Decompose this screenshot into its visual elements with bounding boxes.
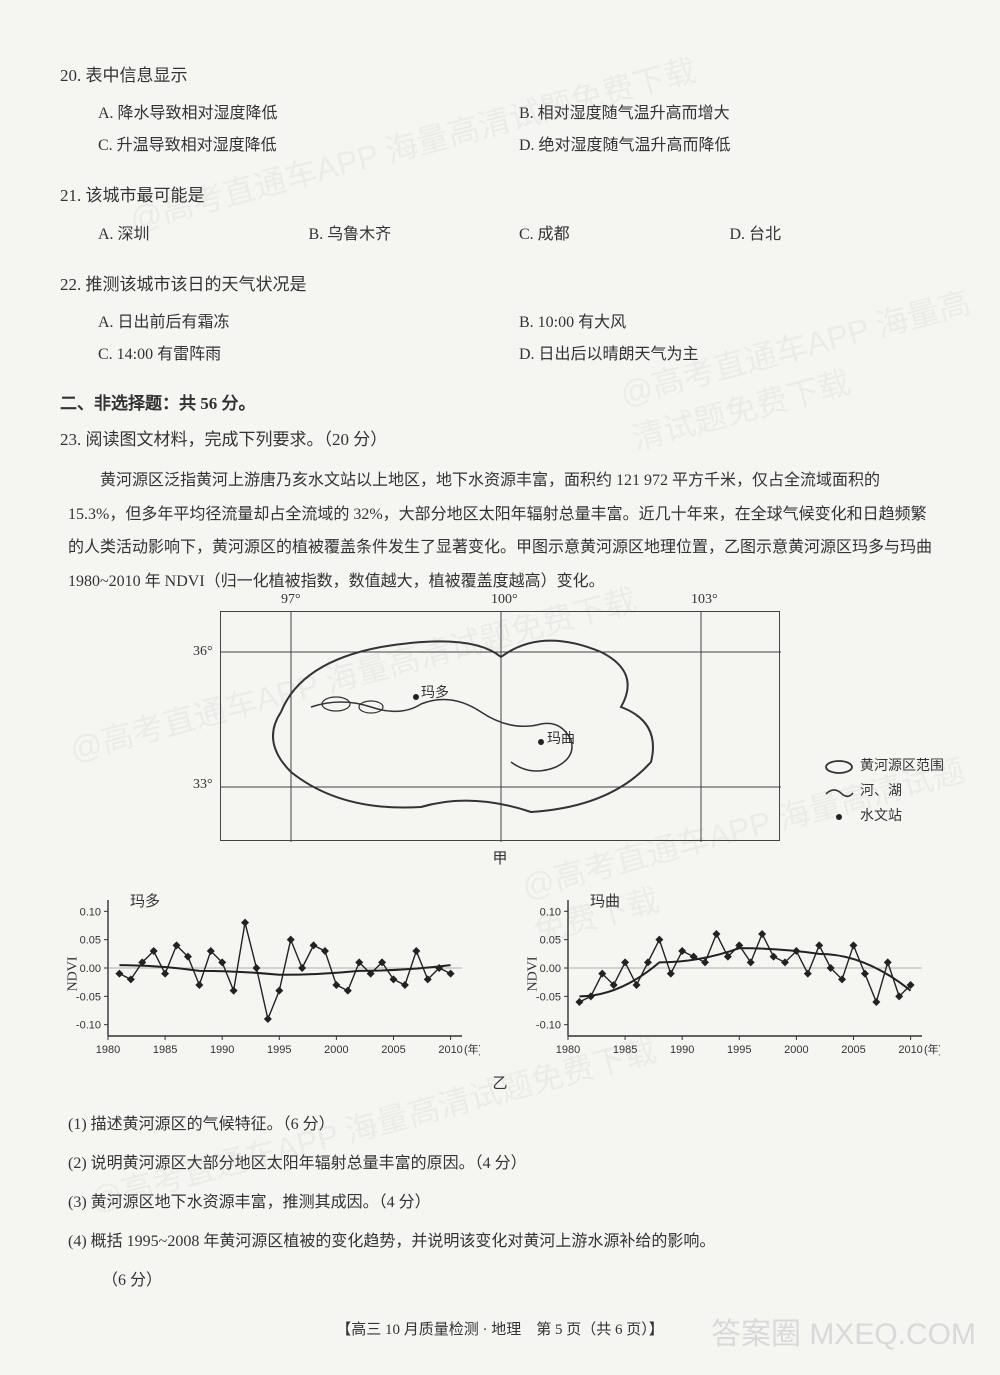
svg-text:(年): (年): [924, 1042, 940, 1056]
svg-text:1990: 1990: [210, 1044, 234, 1056]
svg-text:0.10: 0.10: [540, 906, 561, 918]
charts-caption: 乙: [60, 1072, 940, 1093]
svg-text:2005: 2005: [841, 1044, 865, 1056]
maqu-ylabel: NDVI: [526, 956, 542, 991]
lon-100: 100°: [491, 592, 518, 608]
svg-text:2000: 2000: [324, 1044, 348, 1056]
maduo-ylabel: NDVI: [66, 956, 82, 991]
lat-33: 33°: [193, 777, 213, 793]
q23-sub2: (2) 说明黄河源区大部分地区太阳年辐射总量丰富的原因。（4 分）: [68, 1146, 940, 1181]
legend-river: 河、湖: [860, 779, 902, 804]
q23-sub1: (1) 描述黄河源区的气候特征。（6 分）: [68, 1107, 940, 1142]
svg-text:0.00: 0.00: [80, 963, 101, 975]
svg-text:-0.05: -0.05: [536, 991, 561, 1003]
q21-option-c: C. 成都: [519, 219, 730, 251]
q22-option-b: B. 10:00 有大风: [519, 307, 940, 339]
place-maqu: 玛曲: [547, 728, 575, 748]
map-svg: [221, 612, 781, 842]
svg-text:1985: 1985: [153, 1044, 177, 1056]
lat-36: 36°: [193, 644, 213, 660]
maqu-title: 玛曲: [590, 890, 620, 911]
svg-text:0.05: 0.05: [540, 934, 561, 946]
q23-sub4b: （6 分）: [102, 1263, 940, 1298]
legend-station: 水文站: [860, 804, 902, 829]
svg-text:0.05: 0.05: [80, 934, 101, 946]
question-22: 22. 推测该城市该日的天气状况是 A. 日出前后有霜冻 B. 10:00 有大…: [60, 269, 940, 371]
svg-text:1980: 1980: [96, 1044, 120, 1056]
svg-text:-0.05: -0.05: [76, 991, 101, 1003]
q21-stem: 该城市最可能是: [86, 186, 205, 205]
q22-stem: 推测该城市该日的天气状况是: [86, 275, 307, 294]
question-20: 20. 表中信息显示 A. 降水导致相对湿度降低 B. 相对湿度随气温升高而增大…: [60, 60, 940, 162]
chart-maduo: NDVI 玛多 -0.10 -0.05 0.00 0.05 0.10 1980 1985 19…: [60, 886, 480, 1066]
svg-text:1990: 1990: [670, 1044, 694, 1056]
lon-97: 97°: [281, 592, 301, 608]
map-legend: 黄河源区范围 河、湖 水文站: [824, 754, 944, 830]
question-21: 21. 该城市最可能是 A. 深圳 B. 乌鲁木齐 C. 成都 D. 台北: [60, 180, 940, 250]
q20-option-b: B. 相对湿度随气温升高而增大: [519, 98, 940, 130]
q20-option-c: C. 升温导致相对湿度降低: [98, 130, 519, 162]
svg-text:2010: 2010: [438, 1044, 462, 1056]
q23-sub4a: (4) 概括 1995~2008 年黄河源区植被的变化趋势，并说明该变化对黄河上…: [68, 1224, 940, 1259]
question-23: 23. 阅读图文材料，完成下列要求。（20 分） 黄河源区泛指黄河上游唐乃亥水文…: [60, 424, 940, 1299]
svg-text:1995: 1995: [267, 1044, 291, 1056]
q20-number: 20.: [60, 66, 81, 85]
svg-text:-0.10: -0.10: [76, 1019, 101, 1031]
q23-passage: 黄河源区泛指黄河上游唐乃亥水文站以上地区，地下水资源丰富，面积约 121 972…: [68, 464, 940, 598]
svg-text:2010: 2010: [898, 1044, 922, 1056]
svg-text:(年): (年): [464, 1042, 480, 1056]
q23-number: 23.: [60, 430, 81, 449]
svg-text:2005: 2005: [381, 1044, 405, 1056]
q21-option-b: B. 乌鲁木齐: [309, 219, 520, 251]
lon-103: 103°: [691, 592, 718, 608]
q20-option-a: A. 降水导致相对湿度降低: [98, 98, 519, 130]
legend-boundary: 黄河源区范围: [860, 754, 944, 779]
q23-stem: 阅读图文材料，完成下列要求。（20 分）: [86, 430, 388, 449]
charts-row: NDVI 玛多 -0.10 -0.05 0.00 0.05 0.10 1980 1985 19…: [60, 886, 940, 1066]
svg-text:2000: 2000: [784, 1044, 808, 1056]
maduo-title: 玛多: [130, 890, 160, 911]
place-maduo: 玛多: [421, 682, 449, 702]
svg-text:1980: 1980: [556, 1044, 580, 1056]
q23-sub-questions: (1) 描述黄河源区的气候特征。（6 分） (2) 说明黄河源区大部分地区太阳年…: [60, 1107, 940, 1299]
corner-watermark: 答案圈 MXEQ.COM: [711, 1318, 976, 1351]
map-caption: 甲: [60, 847, 940, 868]
q21-option-d: D. 台北: [730, 219, 941, 251]
q22-option-a: A. 日出前后有霜冻: [98, 307, 519, 339]
section-2-header: 二、非选择题：共 56 分。: [60, 389, 940, 414]
q21-number: 21.: [60, 186, 81, 205]
q20-stem: 表中信息显示: [86, 66, 188, 85]
q22-number: 22.: [60, 275, 81, 294]
svg-text:-0.10: -0.10: [536, 1019, 561, 1031]
svg-text:1995: 1995: [727, 1044, 751, 1056]
q21-option-a: A. 深圳: [98, 219, 309, 251]
q23-sub3: (3) 黄河源区地下水资源丰富，推测其成因。（4 分）: [68, 1185, 940, 1220]
q22-option-d: D. 日出后以晴朗天气为主: [519, 339, 940, 371]
svg-text:0.10: 0.10: [80, 906, 101, 918]
chart-maqu: NDVI 玛曲 -0.10 -0.05 0.00 0.05 0.10 1980 1985 19…: [520, 886, 940, 1066]
svg-text:1985: 1985: [613, 1044, 637, 1056]
q22-option-c: C. 14:00 有雷阵雨: [98, 339, 519, 371]
svg-text:0.00: 0.00: [540, 963, 561, 975]
q20-option-d: D. 绝对湿度随气温升高而降低: [519, 130, 940, 162]
map-box: 97° 100° 103° 36° 33°: [220, 611, 780, 841]
figure-map: 97° 100° 103° 36° 33°: [60, 611, 940, 868]
